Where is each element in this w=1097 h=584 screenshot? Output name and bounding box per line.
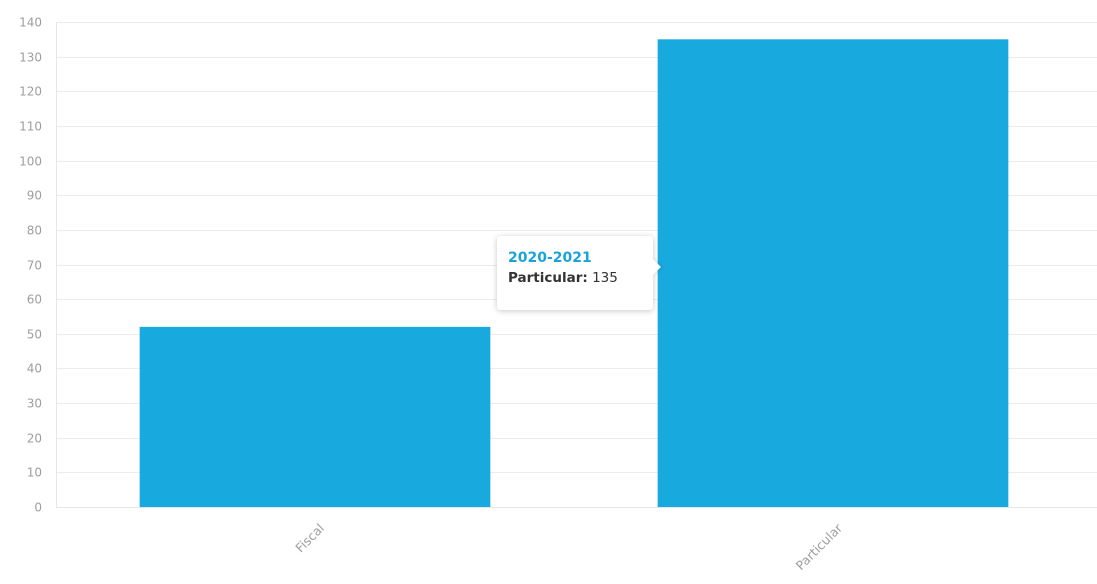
tooltip-pointer [652,258,661,276]
y-tick-label-40: 40 [27,362,42,376]
chart-tooltip: 2020-2021 Particular: 135 [497,236,661,310]
y-tick-label-50: 50 [27,328,42,342]
y-tick-label-100: 100 [19,155,42,169]
y-tick-label-140: 140 [19,16,42,30]
y-tick-label-20: 20 [27,432,42,446]
y-tick-label-110: 110 [19,120,42,134]
x-axis: Fiscal Particular [292,520,845,573]
y-axis: 0 10 20 30 40 50 60 70 80 90 100 110 120 130 140 [19,16,42,515]
y-tick-label-70: 70 [27,259,42,273]
bar-fiscal [139,326,491,507]
tooltip-value-line: Particular: 135 [508,268,642,289]
x-tick-label-particular: Particular [793,520,846,573]
tooltip-value: 135 [592,270,618,286]
y-tick-label-130: 130 [19,51,42,65]
y-tick-label-60: 60 [27,293,42,307]
y-tick-label-0: 0 [34,501,42,515]
y-tick-label-120: 120 [19,85,42,99]
tooltip-title: 2020-2021 [508,250,592,266]
bar-layer [139,39,1009,507]
x-tick-label-fiscal: Fiscal [292,521,327,556]
y-tick-label-90: 90 [27,189,42,203]
y-tick-label-80: 80 [27,224,42,238]
tooltip-series-label: Particular: [508,270,588,286]
bar-particular [657,39,1009,507]
y-tick-label-30: 30 [27,397,42,411]
y-tick-label-10: 10 [27,466,42,480]
